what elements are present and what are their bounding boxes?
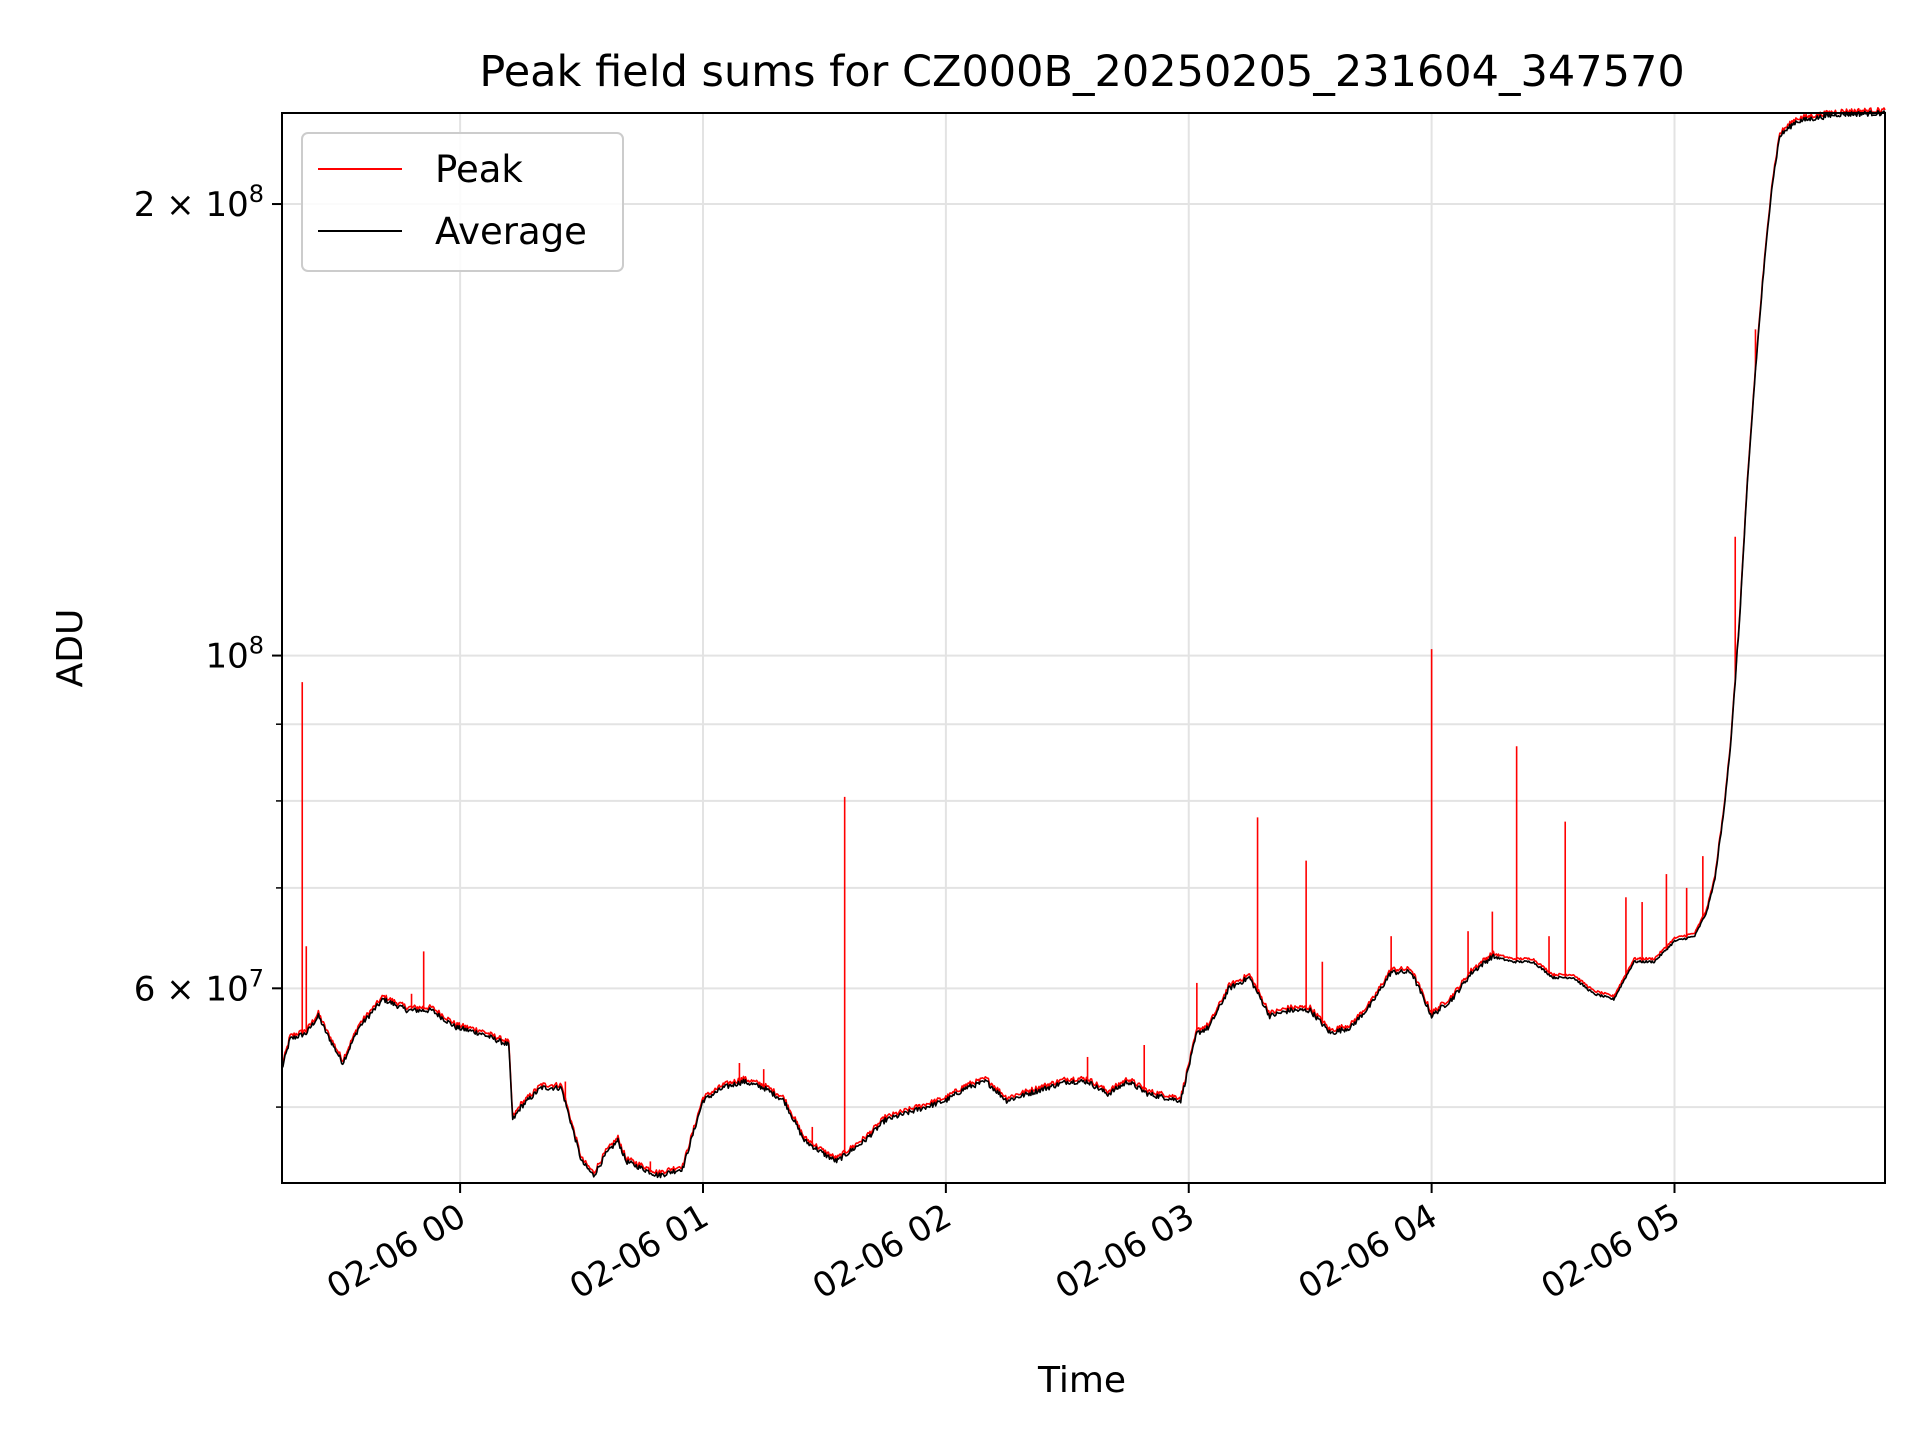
- legend: Peak Average: [301, 132, 624, 272]
- legend-label-average: Average: [435, 210, 587, 253]
- legend-label-peak: Peak: [435, 148, 523, 191]
- y-tick-label: 2 × 108: [134, 180, 264, 225]
- chart-title: Peak field sums for CZ000B_20250205_2316…: [479, 47, 1684, 97]
- legend-box: [301, 132, 624, 272]
- peak-series: [281, 107, 1886, 1176]
- plot-area-frame: [281, 112, 1886, 1184]
- average-series-line: [281, 110, 1886, 1179]
- x-axis-label: Time: [1037, 1360, 1126, 1401]
- average-series: [281, 110, 1886, 1179]
- y-tick-label: 108: [205, 632, 264, 677]
- peak-series-line: [281, 107, 1886, 1176]
- y-axis-ticks: 6 × 107 108 2 × 108: [134, 180, 282, 1108]
- y-axis-label: ADU: [50, 609, 91, 688]
- y-tick-label: 6 × 107: [134, 964, 264, 1009]
